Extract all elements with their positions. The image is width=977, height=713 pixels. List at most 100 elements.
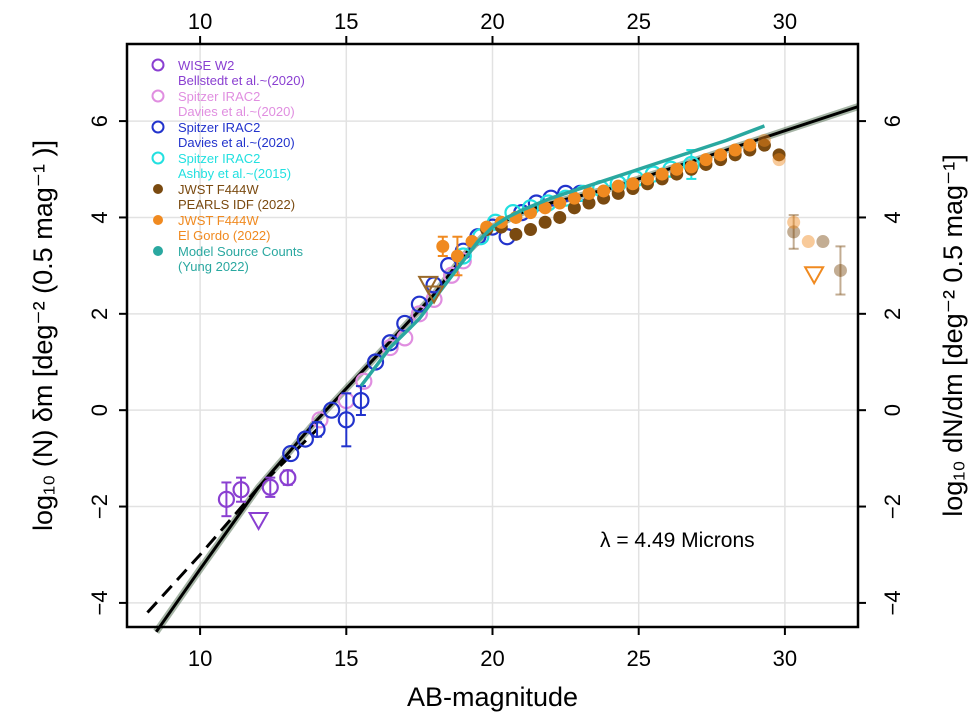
y-tick-label-right: 4 <box>880 211 905 223</box>
upper-limit-marker <box>417 275 439 295</box>
y-tick-label-right: 0 <box>880 404 905 416</box>
y-tick-label: 4 <box>87 211 112 223</box>
data-point <box>772 148 786 162</box>
data-point <box>757 133 771 147</box>
model-line <box>359 124 766 388</box>
data-point <box>772 153 786 167</box>
data-point <box>816 235 830 249</box>
data-point <box>296 430 314 448</box>
legend-label: Spitzer IRAC2 <box>178 120 260 135</box>
data-point <box>553 210 567 224</box>
data-point <box>279 469 297 487</box>
data-point <box>553 196 567 210</box>
data-point <box>410 295 428 313</box>
legend-sublabel: Bellstedt et al.~(2020) <box>178 73 305 88</box>
data-point <box>582 186 596 200</box>
data-point <box>311 411 329 429</box>
y-tick-label-right: −4 <box>880 590 905 615</box>
legend-marker <box>151 120 165 134</box>
upper-limit-marker <box>247 512 270 532</box>
data-point <box>450 249 464 263</box>
data-point <box>699 153 713 167</box>
data-point <box>436 239 450 253</box>
data-points <box>217 124 847 532</box>
data-point <box>714 148 728 162</box>
legend-sublabel: Ashby et al.~(2015) <box>178 166 291 181</box>
data-point <box>655 167 669 181</box>
y-axis-title-right: log₁₀ dN/dm [deg⁻² 0.5 mag⁻¹] <box>938 154 968 516</box>
y-tick-label-right: −2 <box>880 494 905 519</box>
data-point <box>232 481 250 499</box>
x-tick-label-top: 30 <box>773 9 797 34</box>
data-point <box>833 263 847 277</box>
legend-sublabel: Davies et al.~(2020) <box>178 104 295 119</box>
legend-marker <box>153 246 163 256</box>
legend-label: Model Source Counts <box>178 244 304 259</box>
legend-sublabel: Davies et al.~(2020) <box>178 135 295 150</box>
data-point <box>355 372 373 390</box>
upper-limit-marker <box>803 266 825 286</box>
data-point <box>787 215 801 229</box>
x-tick-label: 30 <box>773 646 797 671</box>
legend-label: JWST F444W <box>178 213 259 228</box>
series-wise <box>217 469 297 518</box>
data-point <box>801 235 815 249</box>
data-point <box>626 177 640 191</box>
legend-label: JWST F444W <box>178 182 259 197</box>
y-tick-label-right: 6 <box>880 115 905 127</box>
data-point <box>757 138 771 152</box>
y-tick-label: −4 <box>87 590 112 615</box>
x-tick-label-top: 15 <box>334 9 358 34</box>
data-point <box>337 411 355 429</box>
data-point <box>538 215 552 229</box>
series-model <box>359 124 766 388</box>
legend-label: Spitzer IRAC2 <box>178 151 260 166</box>
data-point <box>597 184 611 198</box>
data-point <box>308 420 326 439</box>
data-point <box>567 191 581 205</box>
x-tick-label: 10 <box>188 646 212 671</box>
legend-marker <box>151 151 165 165</box>
legend-marker <box>153 184 163 194</box>
data-point <box>440 257 458 275</box>
data-point <box>352 391 370 410</box>
axis-ticks: 10 10 15 15 20 20 25 25 30 30 −4 −4 −2 −2 0 0 2 2 4 4 6 6 <box>87 9 905 671</box>
data-point <box>282 444 300 463</box>
grid <box>127 44 858 627</box>
data-point <box>743 138 757 152</box>
data-point <box>261 478 279 496</box>
data-point <box>640 172 654 186</box>
data-point <box>728 143 742 157</box>
y-axis-title-left: log₁₀ (N) δm [deg⁻² (0.5 mag⁻¹ )] <box>28 140 58 531</box>
data-point <box>410 305 428 323</box>
legend-sublabel: PEARLS IDF (2022) <box>178 197 295 212</box>
data-point <box>684 160 698 174</box>
legend-sublabel: (Yung 2022) <box>178 259 249 274</box>
y-tick-label: 0 <box>87 404 112 416</box>
x-tick-label-top: 10 <box>188 9 212 34</box>
x-tick-label-top: 20 <box>480 9 504 34</box>
y-tick-label: 6 <box>87 115 112 127</box>
legend-label: WISE W2 <box>178 58 234 73</box>
fit-line-solid <box>155 105 859 633</box>
y-tick-label: 2 <box>87 308 112 320</box>
data-point <box>524 223 538 236</box>
data-point <box>509 227 523 241</box>
data-point <box>381 338 399 357</box>
data-point <box>582 196 596 210</box>
x-axis-title: AB-magnitude <box>407 682 578 712</box>
data-point <box>567 201 581 215</box>
legend-marker <box>151 89 165 103</box>
fit-line-dashed <box>146 428 319 614</box>
legend-marker <box>153 215 163 225</box>
y-tick-label: −2 <box>87 494 112 519</box>
upper-limit-marker <box>423 285 445 305</box>
fit-band <box>153 103 860 634</box>
data-point <box>787 225 801 239</box>
x-tick-label: 25 <box>626 646 650 671</box>
data-point <box>670 162 684 176</box>
legend-label: Spitzer IRAC2 <box>178 89 260 104</box>
y-tick-label-right: 2 <box>880 308 905 320</box>
